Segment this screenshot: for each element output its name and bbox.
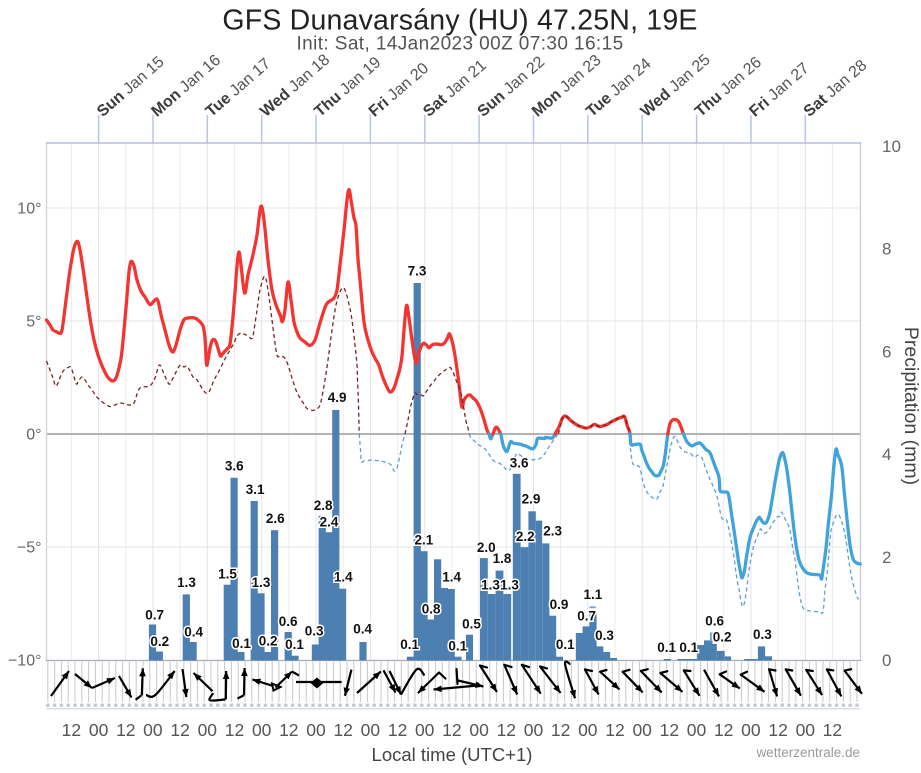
svg-text:2: 2 xyxy=(882,548,891,567)
svg-text:Precipitation (mm): Precipitation (mm) xyxy=(900,327,921,485)
svg-text:12: 12 xyxy=(497,720,516,740)
svg-text:12: 12 xyxy=(62,720,81,740)
svg-text:1.3: 1.3 xyxy=(252,575,271,590)
svg-text:1.8: 1.8 xyxy=(493,551,512,566)
svg-text:0.7: 0.7 xyxy=(577,608,596,623)
svg-text:0.1: 0.1 xyxy=(232,636,251,651)
svg-text:1.5: 1.5 xyxy=(218,567,237,582)
svg-text:0.2: 0.2 xyxy=(259,633,278,648)
svg-text:2.3: 2.3 xyxy=(543,524,562,539)
svg-text:0.7: 0.7 xyxy=(145,607,164,622)
svg-text:00: 00 xyxy=(524,720,544,740)
svg-text:12: 12 xyxy=(605,720,624,740)
svg-text:12: 12 xyxy=(660,720,679,740)
svg-text:12: 12 xyxy=(768,720,787,740)
svg-text:0.4: 0.4 xyxy=(184,625,203,640)
svg-text:0.6: 0.6 xyxy=(279,614,298,629)
svg-text:3.1: 3.1 xyxy=(246,482,265,497)
svg-text:2.2: 2.2 xyxy=(516,529,535,544)
svg-text:00: 00 xyxy=(469,720,489,740)
svg-text:2.0: 2.0 xyxy=(477,540,496,555)
svg-text:0.1: 0.1 xyxy=(679,640,698,655)
svg-text:3.6: 3.6 xyxy=(225,459,244,474)
svg-text:0: 0 xyxy=(882,651,891,670)
svg-text:1.3: 1.3 xyxy=(481,578,500,593)
svg-text:00: 00 xyxy=(89,720,109,740)
svg-text:0.1: 0.1 xyxy=(285,637,304,652)
svg-text:0.1: 0.1 xyxy=(657,640,676,655)
svg-text:Init: Sat, 14Jan2023 00Z 07:30: Init: Sat, 14Jan2023 00Z 07:30 16:15 xyxy=(296,34,623,55)
svg-text:00: 00 xyxy=(632,720,652,740)
svg-text:0.1: 0.1 xyxy=(400,637,419,652)
svg-text:4: 4 xyxy=(882,445,891,464)
svg-text:12: 12 xyxy=(333,720,352,740)
svg-text:8: 8 xyxy=(882,240,891,259)
svg-text:12: 12 xyxy=(442,720,461,740)
svg-text:3.6: 3.6 xyxy=(510,456,529,471)
svg-text:2.4: 2.4 xyxy=(320,514,339,529)
svg-text:12: 12 xyxy=(279,720,298,740)
svg-text:00: 00 xyxy=(306,720,326,740)
svg-text:4.9: 4.9 xyxy=(328,390,347,405)
svg-text:00: 00 xyxy=(796,720,816,740)
svg-text:12: 12 xyxy=(388,720,407,740)
svg-text:7.3: 7.3 xyxy=(408,263,427,278)
svg-text:1.3: 1.3 xyxy=(500,578,519,593)
svg-text:00: 00 xyxy=(198,720,218,740)
svg-text:0.1: 0.1 xyxy=(448,638,467,653)
svg-text:Local time (UTC+1): Local time (UTC+1) xyxy=(372,744,533,765)
svg-text:0.5: 0.5 xyxy=(462,617,481,632)
svg-text:2.1: 2.1 xyxy=(415,532,434,547)
svg-text:12: 12 xyxy=(225,720,244,740)
svg-text:12: 12 xyxy=(714,720,733,740)
svg-text:5°: 5° xyxy=(26,314,41,331)
svg-text:0.3: 0.3 xyxy=(305,623,324,638)
svg-text:00: 00 xyxy=(415,720,435,740)
svg-text:0.9: 0.9 xyxy=(550,597,569,612)
svg-text:2.8: 2.8 xyxy=(314,498,333,513)
svg-text:0.1: 0.1 xyxy=(556,637,575,652)
svg-text:0.3: 0.3 xyxy=(753,627,772,642)
svg-text:1.4: 1.4 xyxy=(442,569,461,584)
svg-text:1.1: 1.1 xyxy=(584,587,603,602)
svg-text:00: 00 xyxy=(143,720,163,740)
svg-text:0.6: 0.6 xyxy=(705,613,724,628)
svg-text:1.3: 1.3 xyxy=(177,575,196,590)
svg-text:0.8: 0.8 xyxy=(422,602,441,617)
svg-text:2.9: 2.9 xyxy=(522,492,541,507)
svg-text:6: 6 xyxy=(882,342,891,361)
svg-text:0.2: 0.2 xyxy=(713,629,732,644)
svg-text:0°: 0° xyxy=(26,427,41,444)
svg-text:12: 12 xyxy=(551,720,570,740)
svg-text:00: 00 xyxy=(361,720,381,740)
svg-text:0.4: 0.4 xyxy=(353,622,372,637)
svg-text:GFS Dunavarsány (HU) 47.25N, 1: GFS Dunavarsány (HU) 47.25N, 19E xyxy=(222,5,697,37)
svg-text:12: 12 xyxy=(116,720,135,740)
svg-text:0.2: 0.2 xyxy=(150,634,169,649)
svg-text:2.6: 2.6 xyxy=(266,511,285,526)
svg-text:−5°: −5° xyxy=(17,540,42,557)
svg-text:12: 12 xyxy=(823,720,842,740)
svg-text:10°: 10° xyxy=(17,201,41,218)
svg-text:10: 10 xyxy=(882,137,901,156)
svg-text:−10°: −10° xyxy=(8,653,42,670)
svg-text:00: 00 xyxy=(252,720,272,740)
svg-text:00: 00 xyxy=(741,720,761,740)
svg-text:12: 12 xyxy=(170,720,189,740)
svg-text:00: 00 xyxy=(687,720,707,740)
svg-text:00: 00 xyxy=(578,720,598,740)
svg-text:wetterzentrale.de: wetterzentrale.de xyxy=(755,745,860,760)
svg-text:0.3: 0.3 xyxy=(595,628,614,643)
svg-text:1.4: 1.4 xyxy=(334,570,353,585)
